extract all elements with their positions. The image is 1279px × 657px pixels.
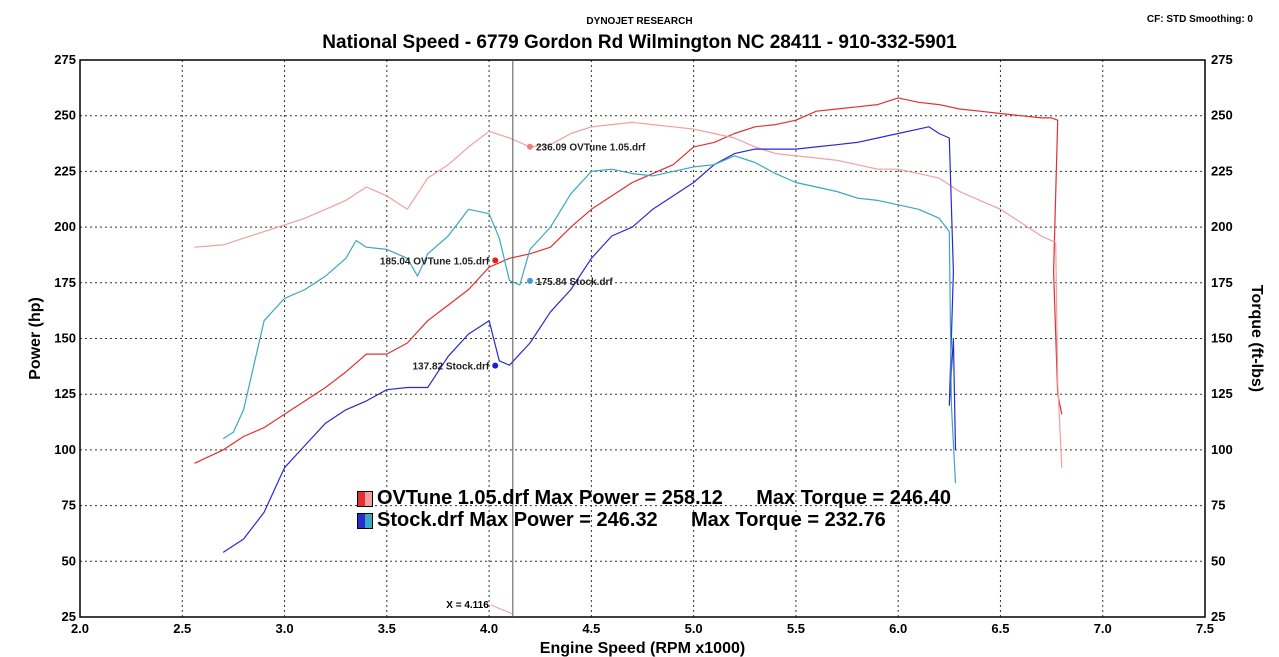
legend-ovtune-text: OVTune 1.05.drf Max Power = 258.12 Max T…	[377, 487, 951, 509]
y-tick-label-right: 25	[1211, 609, 1225, 624]
y-tick-label-right: 175	[1211, 275, 1233, 290]
legend-ovtune: OVTune 1.05.drf Max Power = 258.12 Max T…	[357, 487, 951, 510]
y-tick-label-left: 200	[54, 219, 76, 234]
y-tick-label-right: 125	[1211, 386, 1233, 401]
stock-power-line	[222, 126, 957, 553]
y-tick-label-right: 200	[1211, 219, 1233, 234]
ovtune-swatch	[357, 490, 373, 507]
x-tick-label: 5.0	[685, 621, 703, 636]
y-tick-label-left: 150	[54, 331, 76, 346]
y2-axis-title: Torque (ft-lbs)	[1248, 285, 1265, 392]
y-tick-label-right: 100	[1211, 442, 1233, 457]
annotation-label: 185.04 OVTune 1.05.drf	[380, 256, 490, 267]
legend-stock-text: Stock.drf Max Power = 246.32 Max Torque …	[377, 509, 886, 531]
x-tick-label: 7.0	[1094, 621, 1112, 636]
y-tick-label-right: 50	[1211, 553, 1225, 568]
plot-frame	[79, 59, 1206, 618]
x-tick-label: 4.0	[480, 621, 498, 636]
y-tick-label-left: 125	[54, 386, 76, 401]
axes: 2.0 2.5 3.0 3.5 4.0 4.5 5.0 5.5 6.0 6.5 7.0 7.5 275 2…	[27, 52, 1265, 657]
y-tick-label-right: 225	[1211, 163, 1233, 178]
y-tick-label-left: 100	[54, 442, 76, 457]
y-tick-label-right: 75	[1211, 498, 1225, 513]
chart-title: National Speed - 6779 Gordon Rd Wilmingt…	[322, 32, 957, 53]
cursor-label: X = 4.116	[446, 600, 489, 611]
annotation-marker	[492, 257, 499, 264]
y-tick-label-left: 250	[54, 108, 76, 123]
y-tick-label-right: 275	[1211, 52, 1233, 67]
company-name: DYNOJET RESEARCH	[586, 16, 693, 27]
y-tick-label-left: 50	[62, 553, 76, 568]
annotation-marker	[527, 143, 533, 150]
y-tick-label-left: 75	[62, 498, 76, 513]
series-lines	[194, 97, 1063, 553]
x-tick-label: 4.5	[582, 621, 600, 636]
y-tick-label-left: 225	[54, 163, 76, 178]
x-tick-label: 7.5	[1196, 621, 1214, 636]
x-tick-label: 3.5	[378, 621, 396, 636]
x-axis-title: Engine Speed (RPM x1000)	[540, 640, 745, 657]
x-tick-label: 3.0	[276, 621, 294, 636]
y-tick-label-right: 250	[1211, 108, 1233, 123]
annotation-marker	[527, 277, 533, 284]
stock-torque-line	[222, 155, 957, 484]
y-axis-title: Power (hp)	[27, 297, 44, 380]
y-tick-label-left: 275	[54, 52, 76, 67]
stock-swatch	[357, 512, 373, 529]
y-tick-label-right: 150	[1211, 331, 1233, 346]
x-tick-label: 2.5	[173, 621, 191, 636]
annotation-label: 175.84 Stock.drf	[536, 277, 613, 288]
annotation-marker	[492, 362, 499, 369]
cursor-tick	[490, 604, 514, 615]
ovtune-power-line	[194, 97, 1063, 464]
annotation-label: 137.82 Stock.drf	[413, 362, 490, 373]
ovtune-torque-line	[194, 121, 1063, 468]
x-tick-label: 6.5	[991, 621, 1009, 636]
annotation-label: 236.09 OVTune 1.05.drf	[536, 143, 646, 154]
settings-text: CF: STD Smoothing: 0	[1146, 14, 1253, 25]
x-tick-label: 5.5	[787, 621, 805, 636]
point-annotations: 236.09 OVTune 1.05.drf 185.04 OVTune 1.05…	[380, 143, 646, 373]
legend-stock: Stock.drf Max Power = 246.32 Max Torque …	[357, 509, 886, 532]
x-tick-label: 2.0	[71, 621, 89, 636]
y-tick-label-left: 175	[54, 275, 76, 290]
y-tick-label-left: 25	[62, 609, 76, 624]
x-tick-label: 6.0	[889, 621, 907, 636]
